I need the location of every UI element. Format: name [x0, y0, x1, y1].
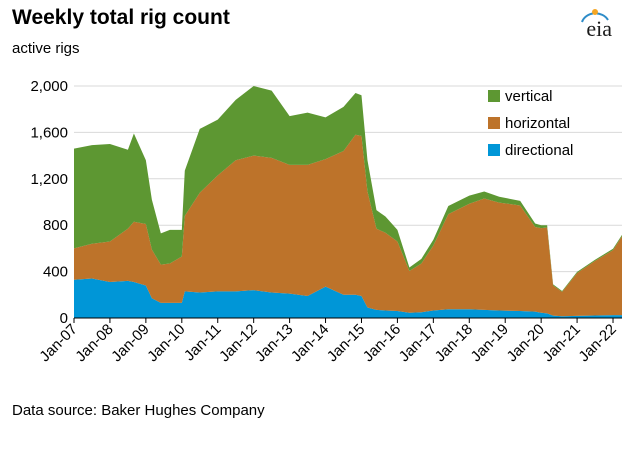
x-tick-label: Jan-14 — [288, 321, 332, 365]
y-tick-label: 400 — [43, 264, 68, 281]
y-tick-label: 1,200 — [30, 171, 68, 188]
x-tick-label: Jan-20 — [504, 321, 548, 365]
x-tick-label: Jan-08 — [72, 321, 116, 365]
legend-label-vertical: vertical — [505, 88, 553, 105]
x-tick-label: Jan-17 — [396, 321, 440, 365]
x-tick-label: Jan-11 — [181, 321, 225, 365]
x-tick-label: Jan-22 — [575, 321, 619, 365]
x-tick-label: Jan-12 — [216, 321, 260, 365]
legend: vertical horizontal directional — [488, 88, 573, 159]
rig-count-chart: 0 400 800 1,200 1,600 2,000 Jan-07Jan-08Jan-0… — [30, 78, 622, 365]
y-axis-label: active rigs — [12, 40, 80, 57]
y-tick-label: 0 — [60, 310, 68, 327]
x-tick-label: Jan-07 — [36, 321, 80, 365]
y-tick-label: 1,600 — [30, 124, 68, 141]
x-tick-label: Jan-16 — [360, 321, 404, 365]
x-tick-label: Jan-21 — [539, 321, 583, 365]
eia-logo-icon — [581, 9, 609, 23]
x-tick-label: Jan-13 — [252, 321, 296, 365]
y-axis-ticks: 0 400 800 1,200 1,600 2,000 — [30, 78, 68, 327]
legend-swatch-vertical — [488, 90, 500, 102]
x-tick-label: Jan-18 — [432, 321, 476, 365]
legend-swatch-horizontal — [488, 117, 500, 129]
legend-label-directional: directional — [505, 142, 573, 159]
x-tick-label: Jan-15 — [324, 321, 368, 365]
data-source: Data source: Baker Hughes Company — [12, 402, 265, 419]
eia-logo-text: eia — [586, 16, 612, 41]
y-tick-label: 2,000 — [30, 78, 68, 95]
legend-label-horizontal: horizontal — [505, 115, 570, 132]
chart-title: Weekly total rig count — [12, 6, 230, 29]
eia-logo: eia — [568, 6, 612, 42]
area-directional — [74, 278, 622, 318]
x-tick-label: Jan-19 — [468, 321, 512, 365]
stacked-areas — [74, 86, 622, 318]
x-tick-label: Jan-10 — [144, 321, 188, 365]
legend-swatch-directional — [488, 144, 500, 156]
x-tick-label: Jan-09 — [108, 321, 152, 365]
x-axis-ticks: Jan-07Jan-08Jan-09Jan-10Jan-11Jan-12Jan-… — [36, 318, 620, 365]
area-horizontal — [74, 134, 622, 317]
area-vertical — [74, 86, 622, 292]
y-tick-label: 800 — [43, 217, 68, 234]
